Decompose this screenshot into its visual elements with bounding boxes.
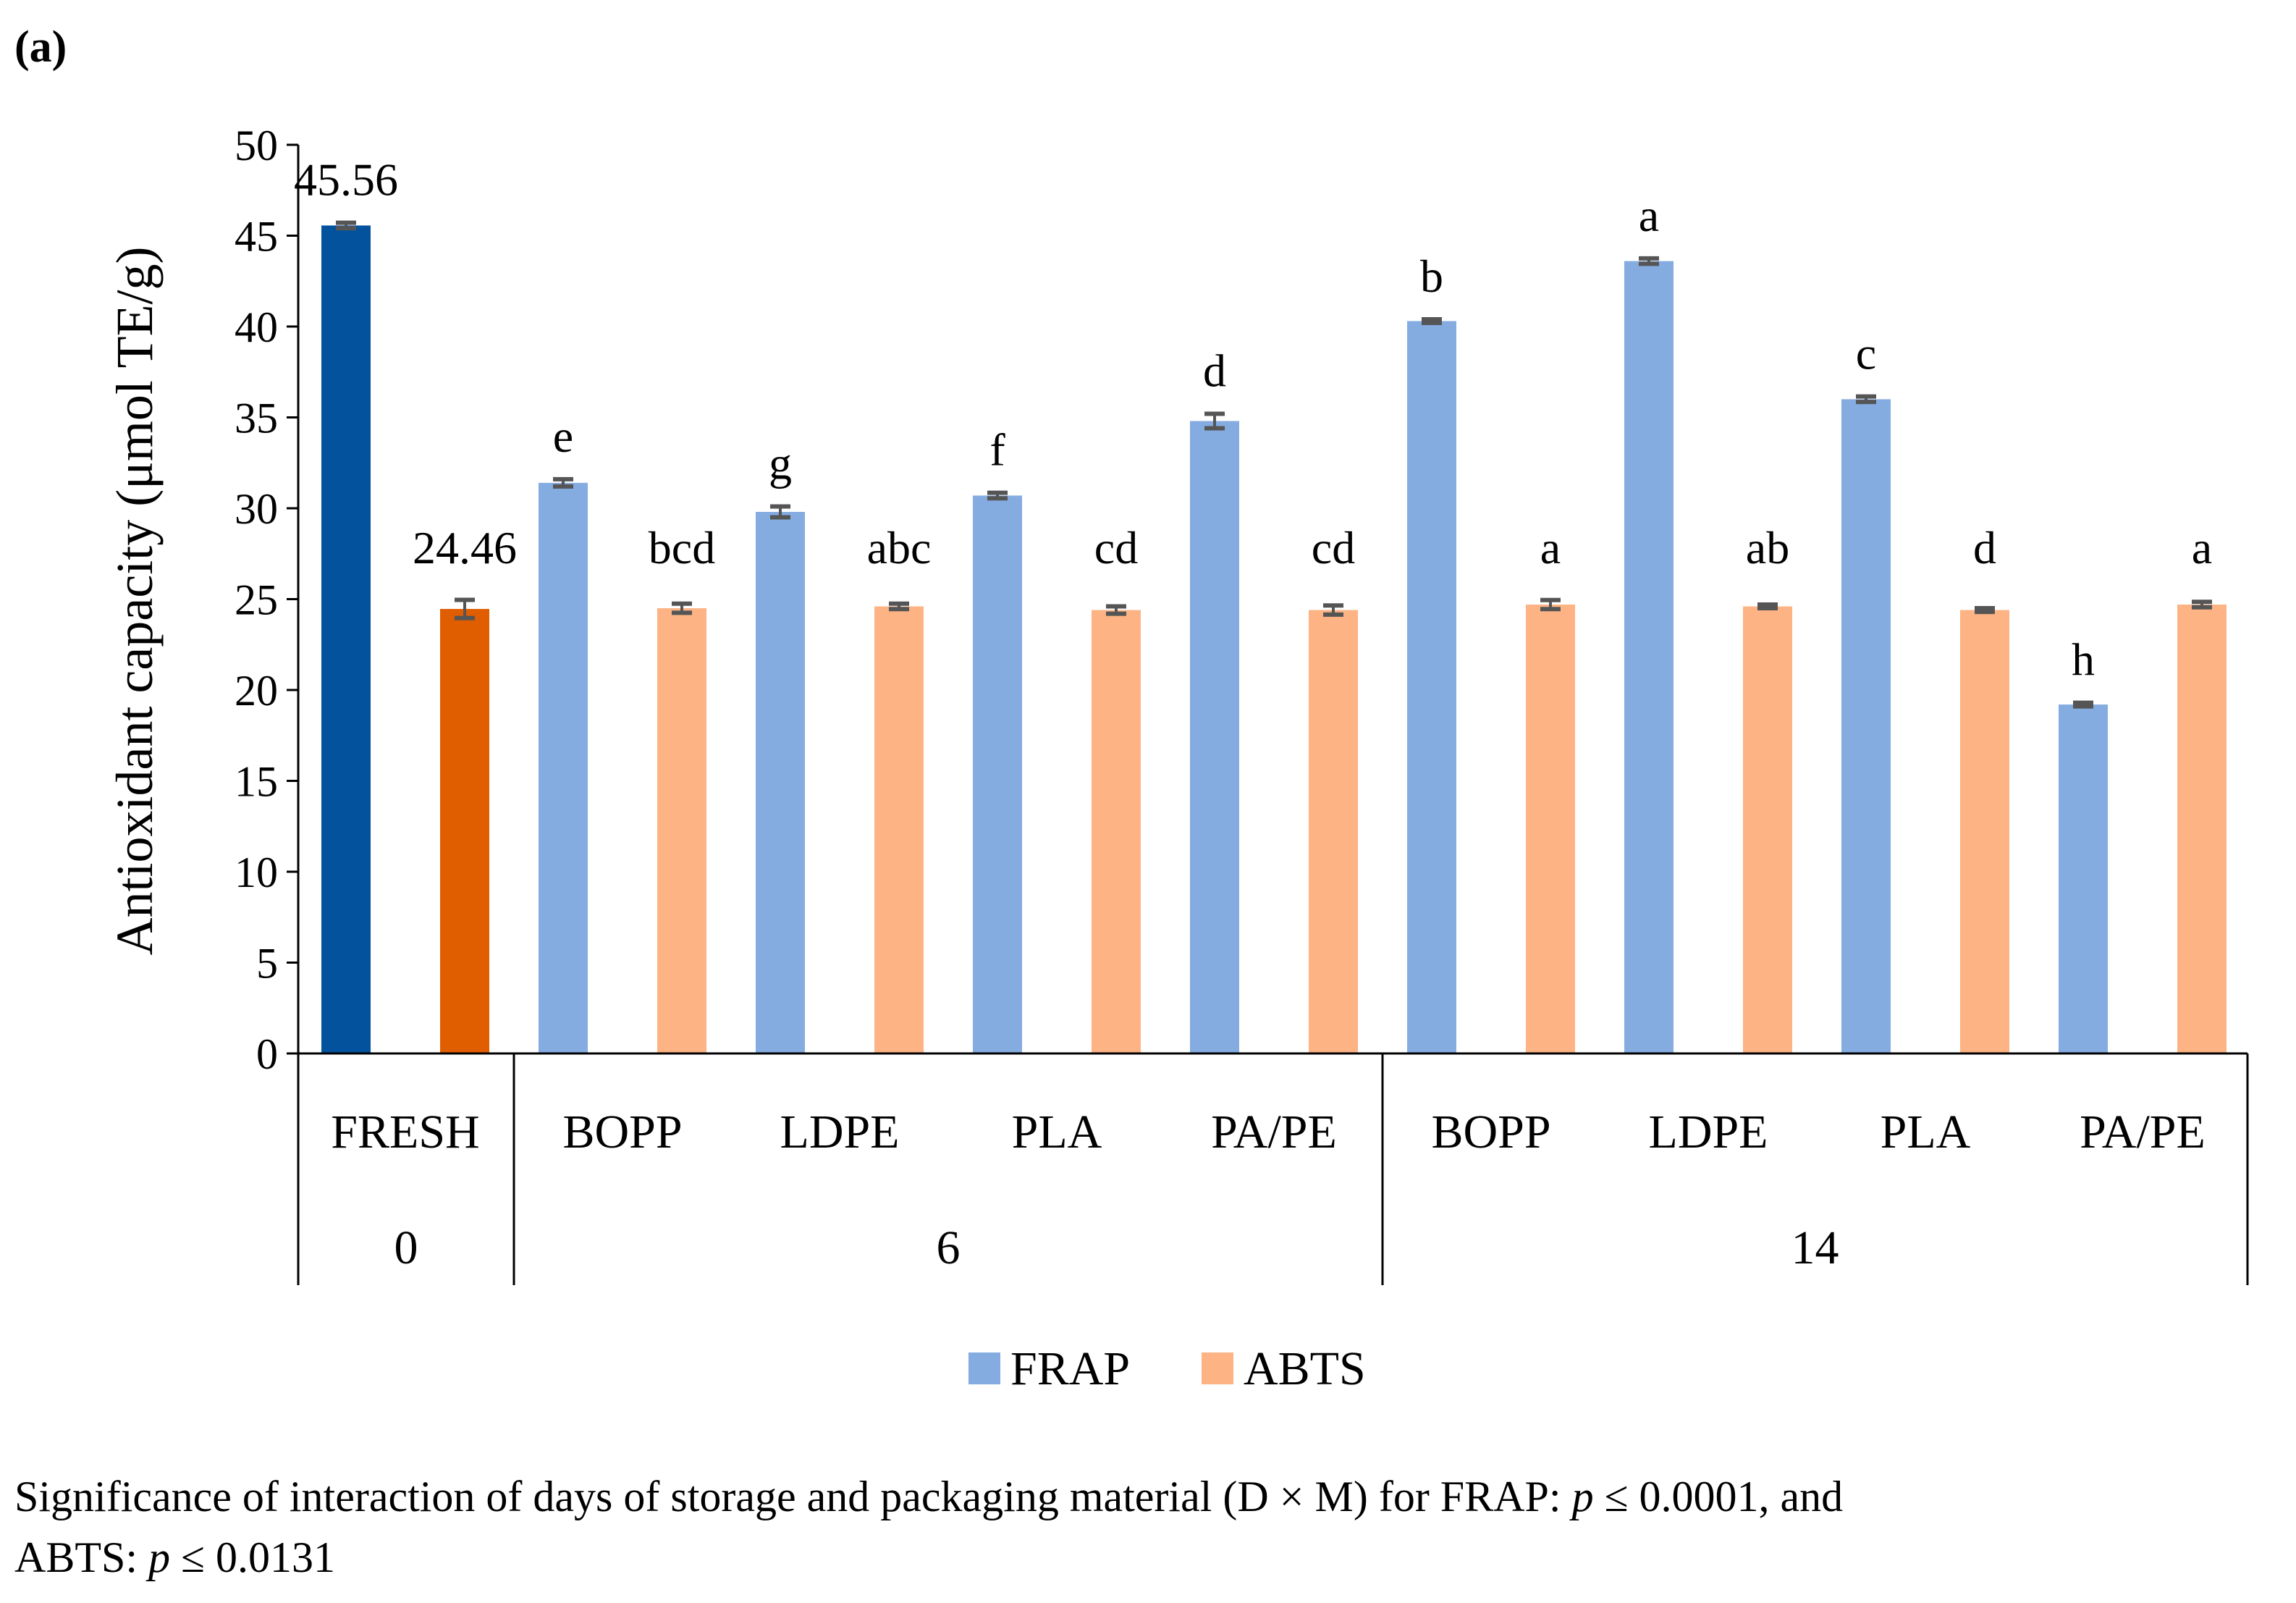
- caption-text-3: ABTS:: [14, 1533, 149, 1581]
- frap-data-label: a: [1639, 190, 1659, 241]
- frap-bar: [973, 495, 1022, 1053]
- caption-text-2: ≤ 0.0001, and: [1593, 1473, 1844, 1520]
- y-tick-label: 0: [256, 1030, 278, 1078]
- x-category-label: PA/PE: [1211, 1106, 1337, 1158]
- frap-bar: [1407, 321, 1456, 1054]
- legend-label: FRAP: [1010, 1342, 1130, 1395]
- x-group-label: 14: [1791, 1221, 1839, 1274]
- y-tick-label: 30: [235, 485, 278, 533]
- y-axis-ticks: 0 5 10 15 20 25 30 35 40 45 50: [235, 122, 298, 1078]
- x-category-label: PA/PE: [2080, 1106, 2206, 1158]
- frap-bar: [539, 482, 588, 1053]
- frap-bar: [1624, 261, 1674, 1053]
- frap-data-label: h: [2072, 634, 2095, 686]
- caption-p-symbol-2: p: [148, 1533, 171, 1581]
- abts-bar: [1526, 605, 1575, 1053]
- frap-data-label: b: [1420, 251, 1443, 302]
- y-axis-label-group: Antioxidant capacity (μmol TE/g): [106, 246, 164, 955]
- figure-caption: Significance of interaction of days of s…: [14, 1466, 2276, 1588]
- y-tick-label: 50: [235, 122, 278, 169]
- caption-p-symbol-1: p: [1571, 1473, 1594, 1520]
- abts-data-label: a: [1540, 522, 1561, 573]
- y-tick-label: 5: [256, 940, 278, 988]
- frap-data-label: d: [1203, 345, 1226, 396]
- x-category-label: LDPE: [780, 1106, 900, 1158]
- x-category-label: BOPP: [1431, 1106, 1550, 1158]
- x-group-label: 6: [937, 1221, 961, 1274]
- frap-data-label: f: [989, 424, 1005, 476]
- bars-layer: [321, 225, 2227, 1054]
- panel-label: (a): [14, 22, 67, 72]
- frap-bar: [1841, 399, 1891, 1053]
- x-category-label: LDPE: [1649, 1106, 1768, 1158]
- abts-bar: [2177, 605, 2227, 1053]
- x-category-label: PLA: [1012, 1106, 1102, 1158]
- legend-swatch: [1202, 1352, 1233, 1384]
- abts-bar: [1309, 610, 1358, 1053]
- error-bars-layer: [336, 220, 2212, 709]
- y-tick-label: 15: [235, 758, 278, 806]
- abts-data-label: d: [1973, 522, 1996, 573]
- abts-data-label: bcd: [649, 522, 715, 573]
- frap-data-label: c: [1856, 328, 1876, 379]
- legend-swatch: [968, 1352, 1000, 1384]
- y-tick-label: 25: [235, 576, 278, 624]
- frap-data-label: g: [769, 437, 792, 489]
- frap-bar: [1190, 421, 1239, 1053]
- abts-data-label: cd: [1312, 522, 1355, 573]
- abts-bar: [657, 608, 706, 1053]
- abts-bar: [874, 606, 924, 1053]
- legend: FRAP ABTS: [968, 1342, 1366, 1395]
- axes-layer: [297, 145, 2249, 1285]
- abts-data-label: cd: [1094, 522, 1138, 573]
- y-tick-label: 10: [235, 849, 278, 896]
- abts-data-label: ab: [1746, 522, 1789, 573]
- x-category-label: BOPP: [562, 1106, 682, 1158]
- x-category-label: FRESH: [331, 1106, 479, 1158]
- frap-data-label: 45.56: [294, 154, 398, 206]
- abts-bar: [440, 609, 489, 1053]
- caption-text-1: Significance of interaction of days of s…: [14, 1473, 1572, 1520]
- frap-bar: [756, 512, 805, 1053]
- abts-data-label: 24.46: [413, 522, 517, 573]
- x-group-label: 0: [394, 1221, 418, 1274]
- y-tick-label: 35: [235, 395, 278, 442]
- frap-data-label: e: [553, 411, 573, 462]
- frap-bar: [2059, 704, 2108, 1053]
- x-group-labels: 0 6 14: [394, 1221, 1839, 1274]
- abts-data-label: abc: [867, 522, 932, 573]
- antioxidant-bar-chart: Antioxidant capacity (μmol TE/g) 0 5 10 15 2…: [106, 122, 2249, 1395]
- x-category-label: PLA: [1881, 1106, 1971, 1158]
- x-category-labels: FRESH BOPP LDPE PLA PA/PE BOPP LDPE PLA PA/PE: [331, 1106, 2206, 1158]
- y-tick-label: 20: [235, 667, 278, 715]
- abts-data-label: a: [2192, 522, 2212, 573]
- abts-bar: [1092, 610, 1141, 1053]
- y-tick-label: 45: [235, 213, 278, 261]
- y-axis-label: Antioxidant capacity (μmol TE/g): [106, 246, 164, 955]
- legend-label: ABTS: [1244, 1342, 1366, 1395]
- frap-bar: [321, 225, 371, 1054]
- abts-bar: [1960, 610, 2009, 1053]
- abts-bar: [1743, 606, 1792, 1053]
- caption-text-4: ≤ 0.0131: [170, 1533, 335, 1581]
- y-tick-label: 40: [235, 303, 278, 351]
